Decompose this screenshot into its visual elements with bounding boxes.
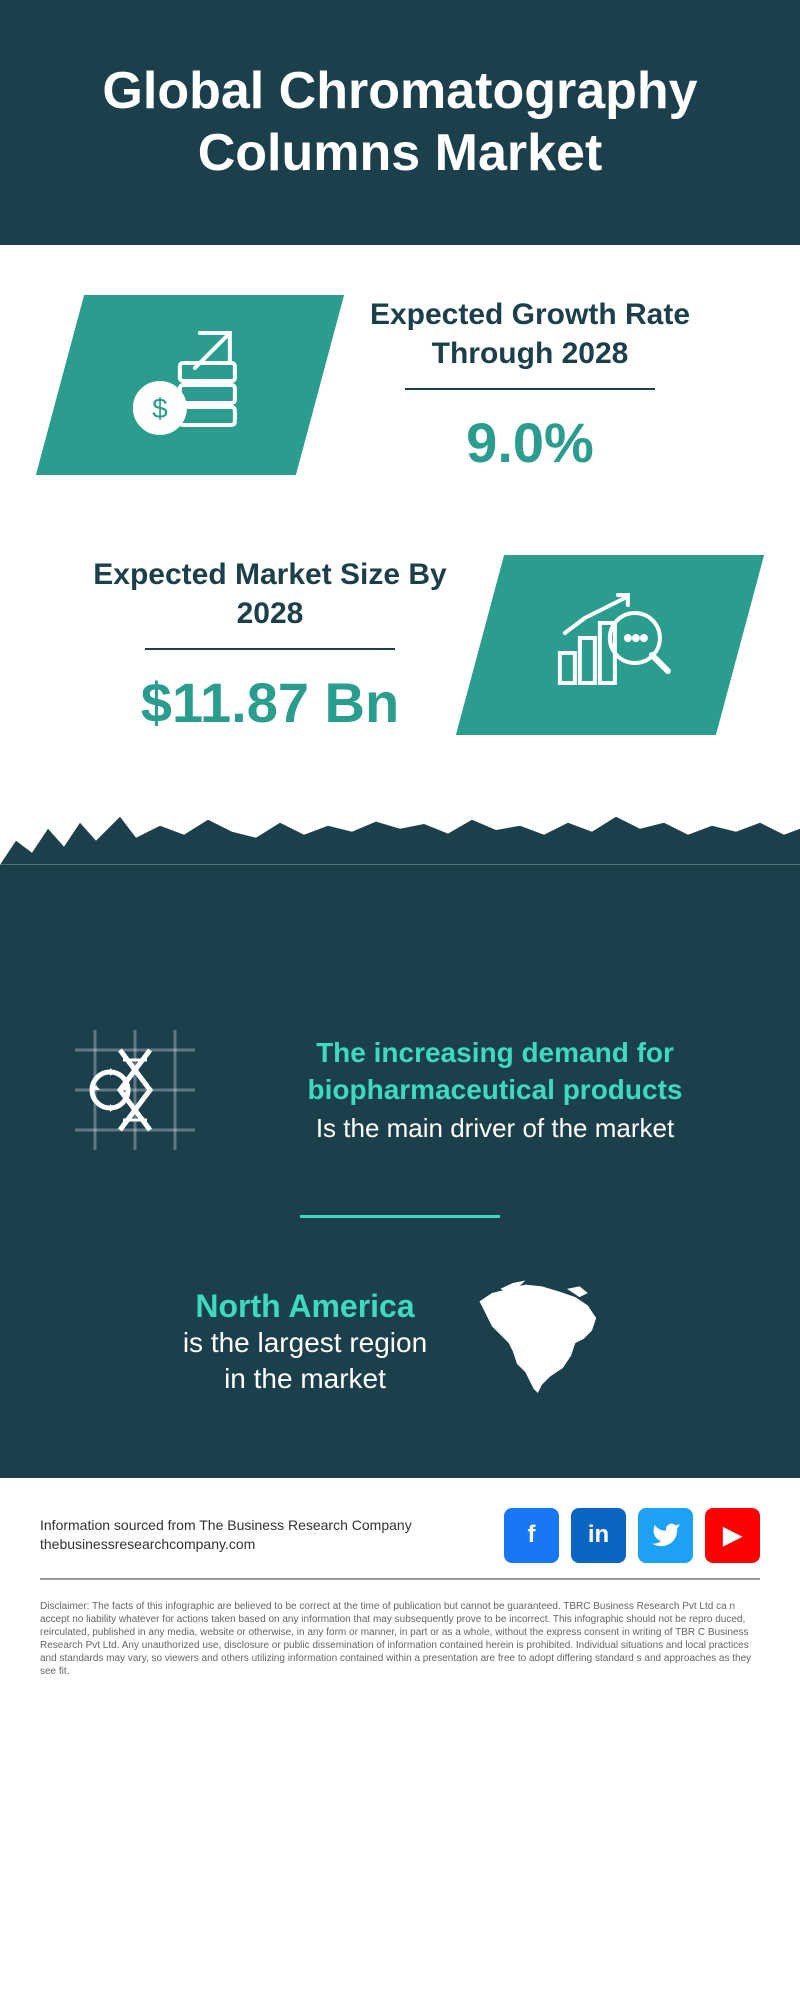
money-growth-icon: $ — [120, 322, 260, 447]
stats-section: $ Expected Growth Rate Through 2028 9.0%… — [0, 245, 800, 865]
chart-magnify-icon — [540, 582, 680, 707]
region-row: North America is the largest region in t… — [60, 1268, 740, 1418]
divider — [405, 388, 655, 390]
footer-row: Information sourced from The Business Re… — [40, 1508, 760, 1563]
growth-rate-row: $ Expected Growth Rate Through 2028 9.0% — [60, 295, 740, 475]
page-title: Global Chromatography Columns Market — [40, 60, 760, 185]
skyline-divider — [0, 865, 800, 985]
linkedin-icon[interactable]: in — [571, 1508, 626, 1563]
region-text: North America is the largest region in t… — [183, 1288, 427, 1398]
market-size-text: Expected Market Size By 2028 $11.87 Bn — [60, 555, 480, 735]
twitter-icon[interactable] — [638, 1508, 693, 1563]
divider — [145, 648, 395, 650]
youtube-icon[interactable]: ▶ — [705, 1508, 760, 1563]
driver-highlight: The increasing demand for biopharmaceuti… — [250, 1035, 740, 1108]
disclaimer-text: Disclaimer: The facts of this infographi… — [0, 1600, 800, 1698]
header-banner: Global Chromatography Columns Market — [0, 0, 800, 245]
market-size-row: Expected Market Size By 2028 $11.87 Bn — [60, 555, 740, 735]
website: thebusinessresearchcompany.com — [40, 1535, 412, 1555]
region-sub1: is the largest region — [183, 1325, 427, 1361]
teal-divider — [300, 1215, 500, 1218]
svg-text:$: $ — [152, 392, 168, 423]
driver-row: The increasing demand for biopharmaceuti… — [60, 1015, 740, 1165]
growth-icon-box: $ — [36, 295, 344, 475]
chart-icon-box — [456, 555, 764, 735]
north-america-map-icon — [467, 1268, 617, 1418]
facebook-icon[interactable]: f — [504, 1508, 559, 1563]
driver-text: The increasing demand for biopharmaceuti… — [250, 1035, 740, 1144]
growth-rate-value: 9.0% — [320, 410, 740, 475]
market-size-value: $11.87 Bn — [60, 670, 480, 735]
growth-rate-label: Expected Growth Rate Through 2028 — [320, 295, 740, 373]
driver-sub: Is the main driver of the market — [250, 1113, 740, 1144]
dna-gear-icon — [60, 1015, 210, 1165]
region-highlight: North America — [183, 1288, 427, 1325]
growth-rate-text: Expected Growth Rate Through 2028 9.0% — [320, 295, 740, 475]
footer: Information sourced from The Business Re… — [0, 1478, 800, 1600]
source-line: Information sourced from The Business Re… — [40, 1516, 412, 1536]
market-size-label: Expected Market Size By 2028 — [60, 555, 480, 633]
region-sub2: in the market — [183, 1361, 427, 1397]
social-icons: f in ▶ — [504, 1508, 760, 1563]
footer-text: Information sourced from The Business Re… — [40, 1516, 412, 1555]
insights-section: The increasing demand for biopharmaceuti… — [0, 985, 800, 1478]
footer-divider — [40, 1578, 760, 1580]
